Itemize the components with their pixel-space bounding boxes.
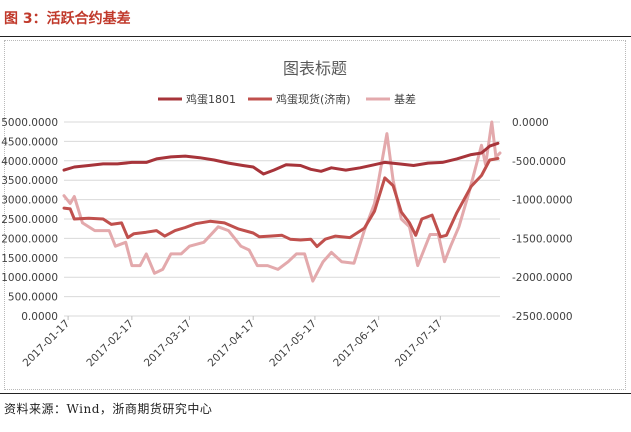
x-tick-label: 2017-01-17 (21, 318, 73, 370)
left-tick-label: 2500.0000 (1, 214, 58, 226)
left-axis-ticks: 0.0000 500.0000 1000.0000 1500.0000 2000.000… (1, 117, 58, 323)
chart-title: 图表标题 (283, 59, 347, 78)
grid-lines (64, 121, 500, 317)
series-line-2 (62, 120, 502, 283)
series-line-1 (62, 157, 500, 248)
right-tick-label: -2000.0000 (512, 272, 573, 284)
x-tick-label: 2017-03-17 (142, 318, 194, 370)
legend-label: 基差 (394, 92, 416, 106)
chart-frame (4, 40, 626, 390)
left-tick-label: 4500.0000 (1, 136, 58, 148)
legend: 鸡蛋1801 鸡蛋现货(济南) 基差 (158, 92, 416, 106)
left-tick-label: 1000.0000 (1, 272, 58, 284)
legend-label: 鸡蛋现货(济南) (276, 92, 351, 106)
right-tick-label: -2500.0000 (512, 311, 573, 323)
left-tick-label: 3000.0000 (1, 195, 58, 207)
x-tick-label: 2017-05-17 (267, 318, 319, 370)
left-tick-label: 2000.0000 (1, 233, 58, 245)
series-line-0 (62, 141, 500, 176)
figure-header: 图 3：活跃合约基差 (0, 0, 631, 36)
left-tick-label: 0.0000 (21, 311, 58, 323)
right-axis-ticks: -2500.0000 -2000.0000 -1500.0000 -1000.0000… (512, 117, 573, 323)
x-tick-label: 2017-04-17 (206, 318, 258, 370)
x-tick-label: 2017-06-17 (331, 318, 383, 370)
legend-label: 鸡蛋1801 (186, 92, 236, 106)
right-tick-label: -1000.0000 (512, 195, 573, 207)
right-tick-label: 0.0000 (512, 117, 549, 129)
left-tick-label: 500.0000 (8, 292, 58, 304)
left-tick-label: 4000.0000 (1, 156, 58, 168)
series-lines (62, 120, 502, 283)
x-tick-label: 2017-07-17 (393, 318, 445, 370)
left-tick-label: 1500.0000 (1, 253, 58, 265)
left-tick-label: 3500.0000 (1, 175, 58, 187)
source-note: 资料来源：Wind，浙商期货研究中心 (4, 402, 213, 416)
figure-title: 图 3：活跃合约基差 (4, 11, 131, 27)
footer-rule (0, 393, 631, 394)
x-tick-label: 2017-02-17 (84, 318, 136, 370)
left-tick-label: 5000.0000 (1, 117, 58, 129)
right-tick-label: -1500.0000 (512, 233, 573, 245)
x-axis-ticks: 2017-01-17 2017-02-17 2017-03-17 2017-04-17… (21, 316, 445, 370)
header-rule (0, 36, 631, 37)
right-tick-label: -500.0000 (512, 156, 566, 168)
